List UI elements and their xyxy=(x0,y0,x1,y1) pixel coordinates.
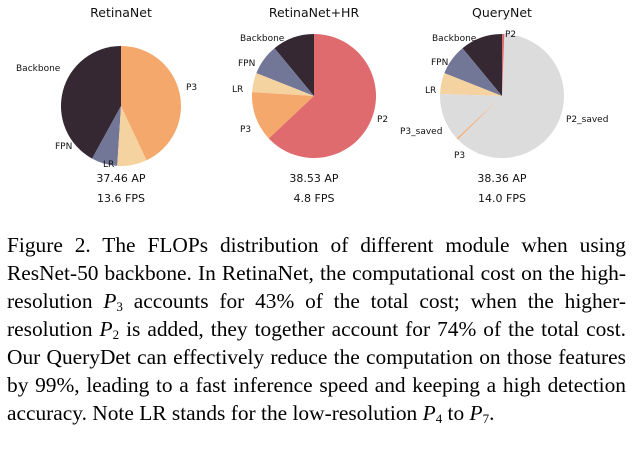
figure-caption: Figure 2. The FLOPs distribution of diff… xyxy=(7,231,626,427)
slice-retinanet-backbone xyxy=(60,46,121,159)
slice-label-p3-saved: P3_saved xyxy=(400,127,442,137)
figure-area: RetinaNet Backbone FPN LR P3 37.46 AP 13.6 FPS… xyxy=(0,0,633,218)
slice-label-backbone: Backbone xyxy=(240,34,285,44)
slice-label-p2-saved: P2_saved xyxy=(566,115,608,125)
slice-label-p3: P3 xyxy=(186,83,197,93)
ap-value: 38.36 AP xyxy=(477,172,527,185)
caption-mid1: accounts for 43% of the total cost; when… xyxy=(7,289,626,341)
slice-querynet-fpn xyxy=(444,48,502,96)
math-p3: P3 xyxy=(103,289,123,314)
slice-querynet-p3-saved xyxy=(439,94,502,139)
slice-retinanet-p3 xyxy=(121,46,182,161)
slice-label-lr: LR xyxy=(232,85,243,95)
slice-retinanet-hr-p3 xyxy=(251,92,314,139)
slice-label-lr: LR xyxy=(103,160,114,170)
slice-label-p3: P3 xyxy=(454,151,465,161)
slice-querynet-p3 xyxy=(456,96,502,140)
math-p2: P2 xyxy=(99,317,120,342)
slice-label-backbone: Backbone xyxy=(432,34,477,44)
pie-chart-retinanet-hr: RetinaNet+HR Backbone FPN LR P3 P2 38.53 AP 4.8… xyxy=(232,5,388,205)
slice-label-p3: P3 xyxy=(240,125,251,135)
chart-title: RetinaNet+HR xyxy=(269,5,360,20)
slice-label-backbone: Backbone xyxy=(16,64,61,74)
ap-value: 38.53 AP xyxy=(289,172,339,185)
slice-querynet-p2-saved xyxy=(457,34,564,158)
caption-mid2: is added, they together account for 74% … xyxy=(7,317,626,425)
slice-querynet-p2 xyxy=(502,33,505,96)
pie-charts: RetinaNet Backbone FPN LR P3 37.46 AP 13.6 FPS… xyxy=(16,5,608,205)
math-p7: P7 xyxy=(469,401,490,426)
slice-label-fpn: FPN xyxy=(431,58,448,68)
caption-mid3: to xyxy=(442,401,470,425)
slice-label-fpn: FPN xyxy=(55,142,72,152)
math-p4: P4 xyxy=(422,401,443,426)
chart-title: QueryNet xyxy=(472,5,532,20)
slice-label-p2: P2 xyxy=(505,30,516,40)
slice-retinanet-lr xyxy=(117,106,147,166)
slice-label-lr: LR xyxy=(425,86,436,96)
slice-retinanet-fpn xyxy=(92,106,121,166)
slice-retinanet-hr-lr xyxy=(252,73,314,96)
fps-value: 14.0 FPS xyxy=(478,192,526,205)
slice-label-p2: P2 xyxy=(377,115,388,125)
slice-querynet-lr xyxy=(440,73,502,96)
ap-value: 37.46 AP xyxy=(96,172,146,185)
slice-retinanet-hr-backbone xyxy=(274,34,314,96)
pie-chart-retinanet: RetinaNet Backbone FPN LR P3 37.46 AP 13.6 FPS xyxy=(16,5,197,205)
slice-querynet-backbone xyxy=(462,34,502,96)
caption-end: . xyxy=(489,401,495,425)
pie-chart-querynet: QueryNet Backbone FPN LR P3_saved P3 P2_saved P… xyxy=(400,5,608,205)
fps-value: 13.6 FPS xyxy=(97,192,145,205)
caption-lead: Figure 2. The FLOPs distribution of diff… xyxy=(7,233,626,313)
slice-retinanet-hr-fpn xyxy=(256,48,314,96)
chart-title: RetinaNet xyxy=(90,5,152,20)
fps-value: 4.8 FPS xyxy=(294,192,335,205)
slice-label-fpn: FPN xyxy=(238,59,255,69)
slice-retinanet-hr-p2 xyxy=(268,34,376,158)
